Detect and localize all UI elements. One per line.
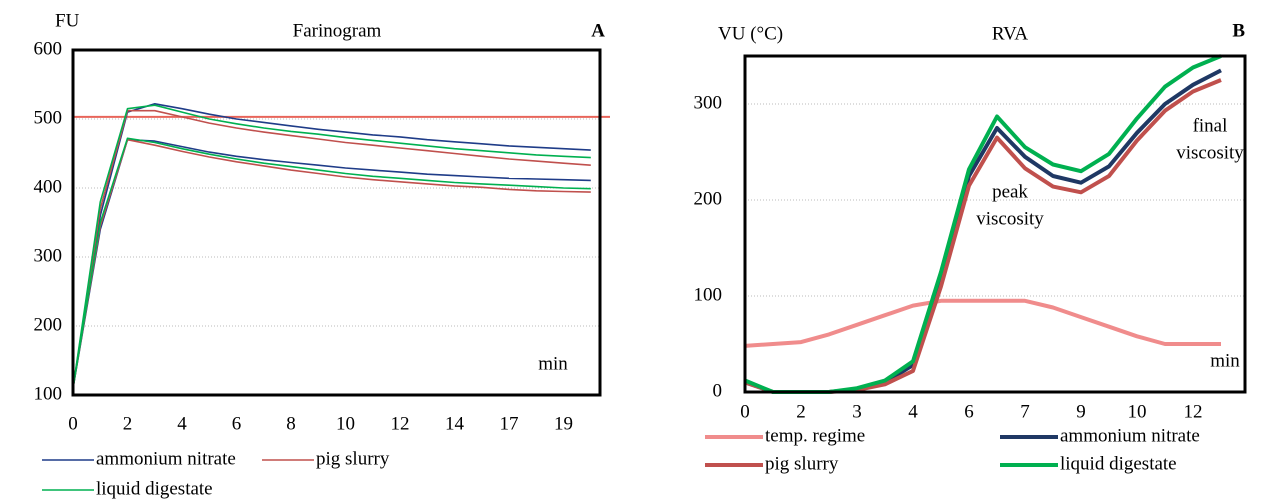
- x-tick-label: 4: [908, 401, 918, 422]
- x-tick-label: 12: [391, 413, 410, 434]
- y-axis-label: FU: [55, 10, 80, 31]
- series-line: [72, 104, 591, 389]
- series-line: [72, 138, 591, 389]
- legend-label: liquid digestate: [1060, 453, 1177, 474]
- y-axis-label: VU (°C): [718, 23, 783, 44]
- x-tick-label: 6: [232, 413, 242, 434]
- y-tick-label: 400: [34, 176, 63, 197]
- x-tick-label: 0: [68, 413, 78, 434]
- series-line: [744, 78, 1222, 394]
- x-tick-label: 3: [852, 401, 862, 422]
- y-tick-label: 0: [713, 380, 723, 401]
- x-tick-label: 19: [554, 413, 573, 434]
- legend-label: ammonium nitrate: [1060, 425, 1200, 446]
- x-tick-label: 14: [445, 413, 465, 434]
- series-line: [744, 298, 1221, 348]
- panel-label: A: [591, 20, 605, 41]
- series-line: [744, 68, 1222, 394]
- series-line: [72, 138, 591, 389]
- chart-title: Farinogram: [293, 20, 382, 41]
- plot-border: [743, 54, 1247, 394]
- panel-label: B: [1232, 20, 1245, 41]
- x-tick-label: 8: [286, 413, 296, 434]
- legend-label: liquid digestate: [96, 478, 213, 499]
- series-line: [72, 103, 591, 389]
- legend-label: pig slurry: [765, 453, 839, 474]
- annotation: viscosity: [1176, 142, 1244, 163]
- x-tick-label: 0: [740, 401, 750, 422]
- chart-title: RVA: [992, 23, 1028, 44]
- y-tick-label: 100: [694, 284, 723, 305]
- x-tick-label: 7: [1020, 401, 1030, 422]
- x-tick-label: 9: [1076, 401, 1086, 422]
- x-tick-label: 12: [1184, 401, 1203, 422]
- x-tick-label: 2: [796, 401, 806, 422]
- y-tick-label: 100: [34, 383, 63, 404]
- y-tick-label: 500: [34, 107, 63, 128]
- legend-label: temp. regime: [765, 425, 865, 446]
- x-axis-label: min: [1210, 350, 1240, 371]
- series-line: [72, 109, 591, 389]
- y-tick-label: 200: [694, 188, 723, 209]
- x-tick-label: 10: [336, 413, 355, 434]
- x-tick-label: 17: [500, 413, 519, 434]
- legend-label: pig slurry: [316, 448, 390, 469]
- y-tick-label: 200: [34, 314, 63, 335]
- y-tick-label: 300: [34, 245, 63, 266]
- annotation: viscosity: [976, 208, 1044, 229]
- x-tick-label: 10: [1128, 401, 1147, 422]
- x-axis-label: min: [538, 353, 568, 374]
- x-tick-label: 6: [964, 401, 974, 422]
- y-tick-label: 300: [694, 92, 723, 113]
- annotation: peak: [992, 181, 1028, 202]
- legend-label: ammonium nitrate: [96, 448, 236, 469]
- x-tick-label: 4: [177, 413, 187, 434]
- y-tick-label: 600: [34, 38, 63, 59]
- annotation: final: [1193, 115, 1228, 136]
- x-tick-label: 2: [123, 413, 133, 434]
- plot-border: [71, 48, 602, 397]
- series-line: [72, 137, 591, 389]
